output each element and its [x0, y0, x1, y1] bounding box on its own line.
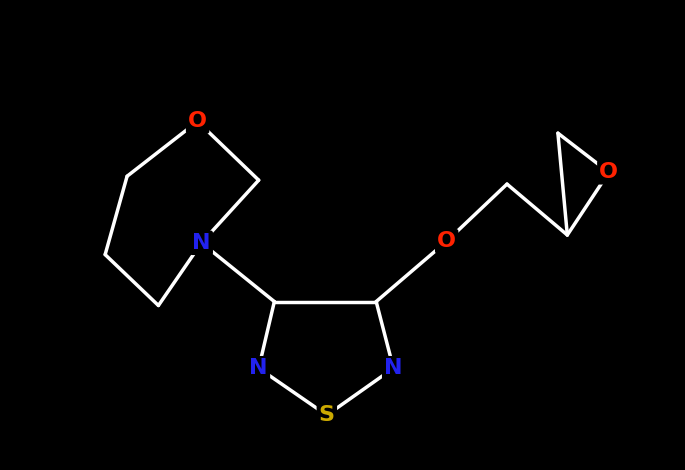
Text: O: O — [599, 162, 619, 182]
Text: S: S — [319, 405, 335, 425]
Text: N: N — [192, 233, 211, 253]
Text: O: O — [188, 111, 207, 132]
Text: N: N — [249, 358, 268, 378]
Text: N: N — [384, 358, 403, 378]
Text: O: O — [437, 231, 456, 251]
